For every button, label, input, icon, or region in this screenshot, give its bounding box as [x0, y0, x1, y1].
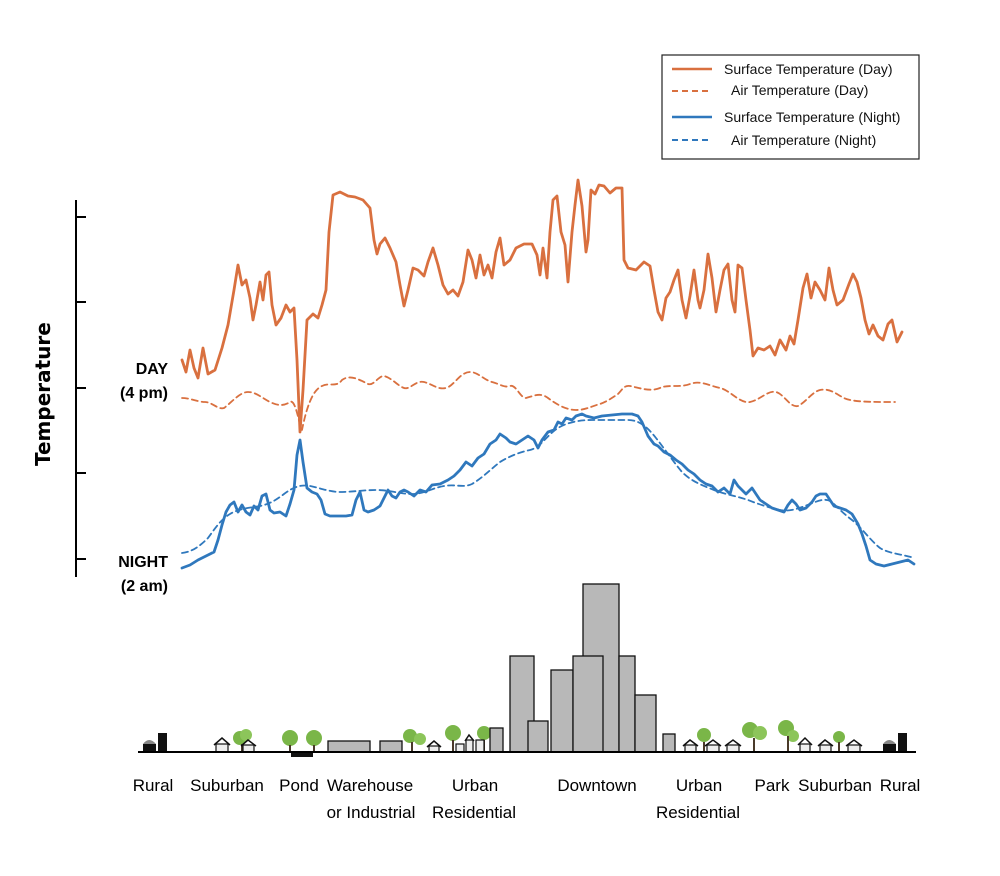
surface-temperature-day-line	[180, 178, 904, 434]
house-icon	[797, 736, 813, 753]
temperature-curves	[180, 178, 916, 570]
legend-label-surface-day: Surface Temperature (Day)	[724, 61, 893, 77]
tree-icon	[403, 729, 426, 752]
building	[489, 727, 504, 753]
air-temperature-night-line	[181, 419, 915, 559]
tree-icon	[282, 730, 298, 752]
legend-label-surface-night: Surface Temperature (Night)	[724, 109, 900, 125]
land-use-skyline	[138, 583, 916, 757]
y-axis: Temperature DAY (4 pm) NIGHT (2 am)	[31, 200, 168, 595]
zone-label: Park	[755, 776, 790, 795]
zone-label: Pond	[279, 776, 319, 795]
building	[527, 720, 549, 753]
day-label: DAY	[136, 361, 169, 378]
tree-icon	[742, 722, 767, 752]
house-icon	[845, 739, 863, 753]
zone-label: Warehouse	[327, 776, 413, 795]
zone-label: Urban	[676, 776, 722, 795]
skyscraper	[572, 655, 604, 753]
building	[634, 694, 657, 753]
zone-label: Rural	[880, 776, 921, 795]
legend: Surface Temperature (Day) Air Temperatur…	[661, 54, 920, 160]
night-label: NIGHT	[118, 554, 168, 571]
y-axis-title: Temperature	[31, 322, 55, 466]
surface-temperature-night-line	[180, 412, 916, 570]
barn-icon	[883, 733, 907, 752]
legend-label-air-day: Air Temperature (Day)	[731, 82, 868, 98]
tree-icon	[833, 731, 845, 752]
house-icon	[475, 739, 485, 753]
house-icon	[426, 740, 442, 753]
house-icon	[213, 737, 231, 753]
zone-labels: Rural Suburban Pond Warehouse or Industr…	[133, 776, 921, 822]
legend-label-air-night: Air Temperature (Night)	[731, 132, 876, 148]
night-time-label: (2 am)	[121, 578, 168, 595]
house-icon	[817, 739, 834, 753]
pond-shape	[291, 752, 313, 757]
house-icon	[682, 739, 699, 753]
zone-label: Suburban	[190, 776, 264, 795]
tree-icon	[778, 720, 799, 752]
warehouse-building	[379, 740, 403, 753]
zone-label: Residential	[432, 803, 516, 822]
house-icon	[724, 739, 742, 753]
tree-icon	[306, 730, 322, 752]
house-icon	[704, 739, 722, 753]
legend-box	[661, 54, 920, 160]
zone-label: or Industrial	[327, 803, 416, 822]
zone-label: Rural	[133, 776, 174, 795]
barn-icon	[143, 733, 167, 752]
zone-label: Urban	[452, 776, 498, 795]
tree-icon	[697, 728, 711, 752]
warehouse-building	[327, 740, 371, 753]
zone-label: Residential	[656, 803, 740, 822]
skyscraper	[550, 669, 574, 753]
day-time-label: (4 pm)	[120, 385, 168, 402]
air-temperature-day-line	[181, 371, 896, 431]
zone-label: Downtown	[557, 776, 636, 795]
skyscraper	[618, 655, 636, 753]
building	[662, 733, 676, 753]
zone-label: Suburban	[798, 776, 872, 795]
tree-icon	[445, 725, 461, 752]
